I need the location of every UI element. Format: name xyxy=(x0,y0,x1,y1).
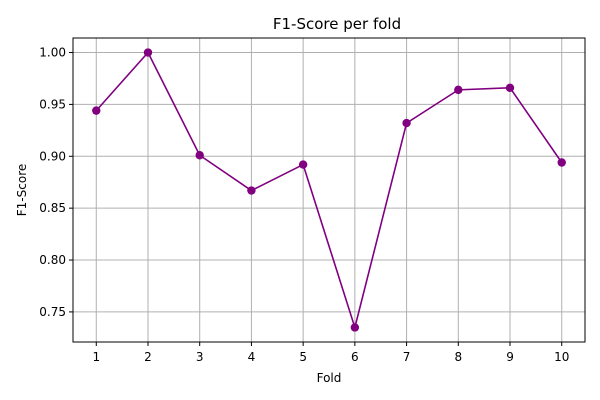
x-tick-label: 7 xyxy=(403,350,411,364)
x-tick-label: 5 xyxy=(299,350,307,364)
x-tick-label: 3 xyxy=(196,350,204,364)
y-tick-label: 0.85 xyxy=(39,201,66,215)
data-points-layer xyxy=(92,48,566,332)
series-line xyxy=(95,51,563,331)
data-point xyxy=(557,158,566,167)
y-axis-label: F1-Score xyxy=(15,164,29,216)
x-tick-label: 6 xyxy=(351,350,359,364)
data-point xyxy=(92,106,101,115)
data-point xyxy=(143,48,153,57)
x-axis-ticks: 1 2 3 4 5 6 7 8 9 10 xyxy=(92,342,569,364)
y-tick-label: 0.75 xyxy=(39,305,66,319)
y-tick-label: 0.80 xyxy=(39,253,66,267)
x-tick-label: 2 xyxy=(144,350,152,364)
x-axis-label: Fold xyxy=(317,371,342,385)
x-tick-label: 1 xyxy=(92,350,100,364)
chart-title: F1-Score per fold xyxy=(273,15,401,33)
x-tick-label: 8 xyxy=(454,350,462,364)
y-tick-label: 0.90 xyxy=(39,149,66,163)
grid-layer xyxy=(73,38,585,342)
data-point xyxy=(505,83,515,93)
x-tick-label: 4 xyxy=(248,350,256,364)
data-point xyxy=(195,151,204,160)
data-point xyxy=(247,186,256,195)
data-point xyxy=(298,160,308,169)
data-point xyxy=(402,118,411,128)
x-tick-label: 9 xyxy=(506,350,514,364)
x-tick-label: 10 xyxy=(554,350,569,364)
y-axis-ticks: 0.75 0.80 0.85 0.90 0.95 1.00 xyxy=(39,46,73,319)
plot-frame xyxy=(72,37,586,343)
y-tick-label: 0.95 xyxy=(39,97,66,111)
series-line-layer xyxy=(95,51,563,331)
data-point xyxy=(454,85,463,95)
data-point xyxy=(350,323,360,332)
y-tick-label: 1.00 xyxy=(39,46,66,60)
